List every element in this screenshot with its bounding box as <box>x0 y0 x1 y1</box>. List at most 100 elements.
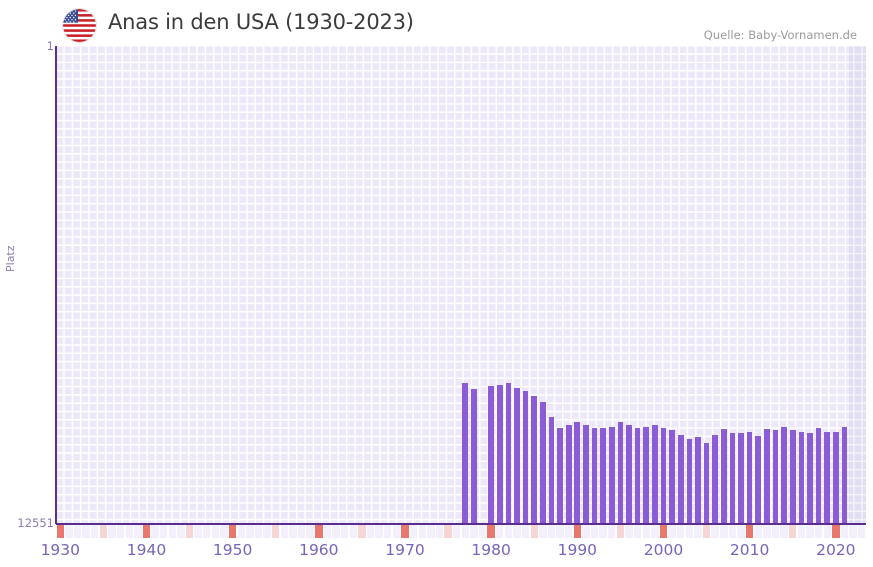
x-tick-cell <box>108 525 116 538</box>
bar[interactable] <box>617 421 624 524</box>
bar[interactable] <box>652 425 658 524</box>
x-axis-label-2010: 2010 <box>729 541 770 559</box>
x-tick-cell <box>677 525 685 538</box>
x-tick-cell <box>280 525 289 538</box>
bar[interactable] <box>815 427 822 524</box>
bar[interactable] <box>703 442 710 524</box>
x-tick-cell <box>763 525 771 538</box>
bar[interactable] <box>772 429 779 524</box>
x-tick-cell <box>539 525 547 538</box>
x-tick-cell <box>435 525 444 538</box>
bar[interactable] <box>729 432 736 524</box>
x-axis-line <box>56 523 866 525</box>
x-tick-cell <box>56 525 64 538</box>
bar[interactable] <box>746 432 753 524</box>
bar[interactable] <box>565 425 572 524</box>
bar[interactable] <box>841 426 848 524</box>
x-tick-cell <box>728 525 737 538</box>
x-tick-cell <box>702 525 711 538</box>
x-tick-cell <box>608 525 616 538</box>
x-tick-cell <box>82 525 90 538</box>
bar[interactable] <box>488 386 494 524</box>
bar[interactable] <box>643 427 650 524</box>
x-tick-cell <box>668 525 676 538</box>
x-tick-cell <box>840 525 849 538</box>
bar[interactable] <box>807 432 813 524</box>
x-tick-cell <box>659 525 668 538</box>
bar[interactable] <box>608 426 615 524</box>
bar[interactable] <box>824 432 831 524</box>
bar[interactable] <box>764 429 770 524</box>
y-axis-bottom-label: 12551 <box>17 516 54 530</box>
plot-area <box>56 46 866 524</box>
x-tick-cell <box>315 525 323 538</box>
x-tick-cell <box>478 525 487 538</box>
bar[interactable] <box>548 416 555 524</box>
bar[interactable] <box>471 388 477 524</box>
x-tick-cell <box>392 525 401 538</box>
x-tick-cell <box>823 525 831 538</box>
x-tick-cell <box>582 525 590 538</box>
bar[interactable] <box>557 427 563 524</box>
x-tick-cell <box>642 525 650 538</box>
bar[interactable] <box>669 430 675 524</box>
x-tick-cell <box>504 525 513 538</box>
y-axis-title: Platz <box>4 245 17 272</box>
bar[interactable] <box>789 429 796 524</box>
bar[interactable] <box>591 428 598 524</box>
x-tick-cell <box>194 525 202 538</box>
x-tick-cell <box>220 525 228 538</box>
x-axis-label-1940: 1940 <box>126 541 167 559</box>
x-tick-cell <box>487 525 495 538</box>
bar[interactable] <box>496 384 503 524</box>
x-tick-cell <box>142 525 151 538</box>
bar[interactable] <box>540 401 546 524</box>
x-tick-cell <box>228 525 237 538</box>
y-axis-line <box>55 46 57 524</box>
bar[interactable] <box>781 426 787 524</box>
x-tick-cell <box>160 525 168 538</box>
x-tick-cell <box>203 525 211 538</box>
bar[interactable] <box>798 431 805 524</box>
x-tick-cell <box>384 525 392 538</box>
bar[interactable] <box>514 388 520 524</box>
x-tick-cell <box>513 525 521 538</box>
bar[interactable] <box>686 439 693 524</box>
bar[interactable] <box>634 427 641 524</box>
x-tick-cell <box>720 525 728 538</box>
bar[interactable] <box>574 422 581 524</box>
bar[interactable] <box>522 391 529 524</box>
x-tick-cell <box>521 525 530 538</box>
x-tick-cell <box>745 525 754 538</box>
x-tick-cell <box>530 525 538 538</box>
x-tick-cell <box>99 525 108 538</box>
bar[interactable] <box>626 425 632 524</box>
bar[interactable] <box>531 396 538 524</box>
bar[interactable] <box>677 434 684 524</box>
bar[interactable] <box>583 424 589 524</box>
bar[interactable] <box>660 428 667 524</box>
x-tick-cell <box>116 525 125 538</box>
bar[interactable] <box>832 432 839 524</box>
x-tick-cell <box>177 525 185 538</box>
x-tick-cell <box>375 525 383 538</box>
bar[interactable] <box>505 382 512 524</box>
x-tick-cell <box>272 525 280 538</box>
x-tick-cell <box>332 525 340 538</box>
bar[interactable] <box>720 429 727 524</box>
x-tick-cell <box>185 525 194 538</box>
bar[interactable] <box>712 435 719 524</box>
x-tick-cell <box>237 525 245 538</box>
bar[interactable] <box>462 383 469 524</box>
x-tick-cell <box>297 525 306 538</box>
bar[interactable] <box>738 432 744 524</box>
bar[interactable] <box>695 436 701 524</box>
bar[interactable] <box>755 435 762 524</box>
x-axis-label-1970: 1970 <box>385 541 425 559</box>
x-tick-cell <box>65 525 73 538</box>
x-tick-cell <box>814 525 823 538</box>
bar[interactable] <box>600 427 606 524</box>
x-tick-cell <box>470 525 478 538</box>
x-tick-cell <box>289 525 297 538</box>
x-tick-cell <box>806 525 814 538</box>
